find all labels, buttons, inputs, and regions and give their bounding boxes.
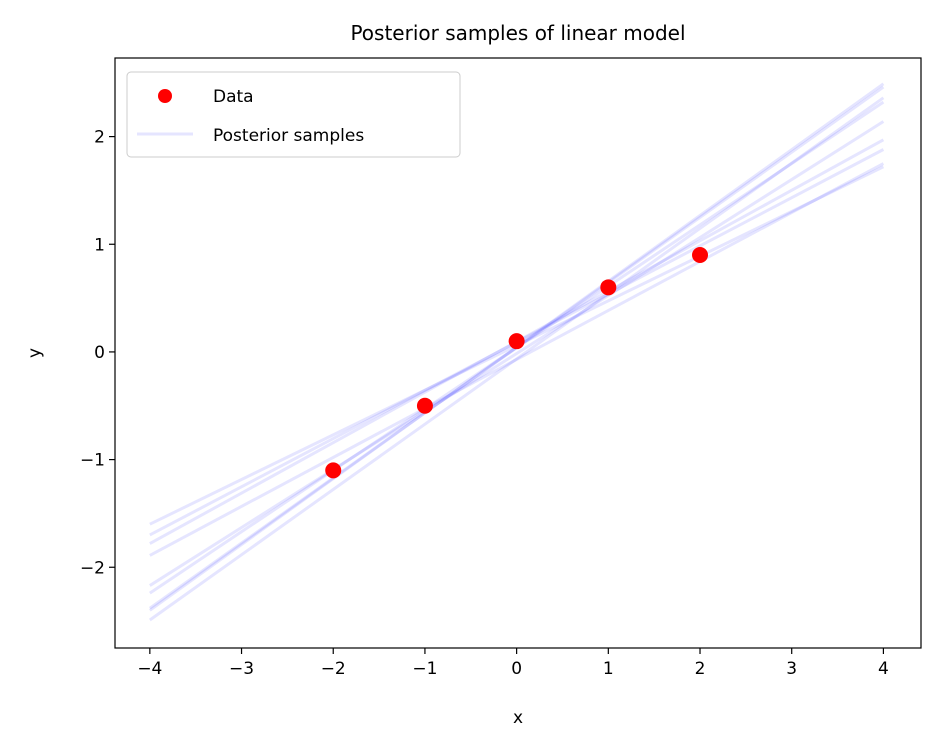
posterior-sample-line-4 — [149, 120, 885, 587]
legend-box — [126, 71, 461, 158]
y-tick-label: 2 — [94, 128, 105, 148]
data-point-4 — [692, 247, 709, 264]
x-axis-label: x — [513, 708, 523, 728]
data-point-2 — [508, 333, 525, 350]
x-tick-label: −3 — [229, 659, 254, 679]
x-tick-label: −2 — [321, 659, 346, 679]
posterior-lines — [148, 82, 885, 622]
y-tick-label: 1 — [94, 235, 105, 255]
x-tick-label: 1 — [603, 659, 614, 679]
data-point-3 — [600, 279, 617, 296]
x-axis-ticks: −4 −3 −2 −1 0 1 2 3 4 — [137, 648, 889, 679]
y-tick-label: −2 — [80, 558, 105, 578]
chart-title: Posterior samples of linear model — [350, 21, 685, 45]
legend: Data Posterior samples — [126, 71, 461, 158]
x-tick-label: 3 — [786, 659, 797, 679]
y-axis-label: y — [25, 348, 45, 358]
legend-data-marker — [158, 89, 172, 103]
x-tick-label: −4 — [137, 659, 162, 679]
x-tick-label: 0 — [511, 659, 522, 679]
data-point-0 — [325, 462, 342, 479]
x-tick-label: 2 — [695, 659, 706, 679]
x-tick-label: −1 — [412, 659, 437, 679]
posterior-sample-line-8 — [148, 96, 885, 622]
posterior-sample-line-3 — [149, 162, 885, 557]
legend-posterior-label: Posterior samples — [213, 126, 364, 146]
data-points — [325, 247, 709, 479]
data-point-1 — [416, 397, 433, 414]
x-tick-label: 4 — [878, 659, 889, 679]
y-axis-ticks: −2 −1 0 1 2 — [80, 128, 115, 578]
legend-data-label: Data — [213, 87, 254, 107]
plot-frame — [114, 57, 922, 649]
y-tick-label: 0 — [94, 343, 105, 363]
y-tick-label: −1 — [80, 451, 105, 471]
